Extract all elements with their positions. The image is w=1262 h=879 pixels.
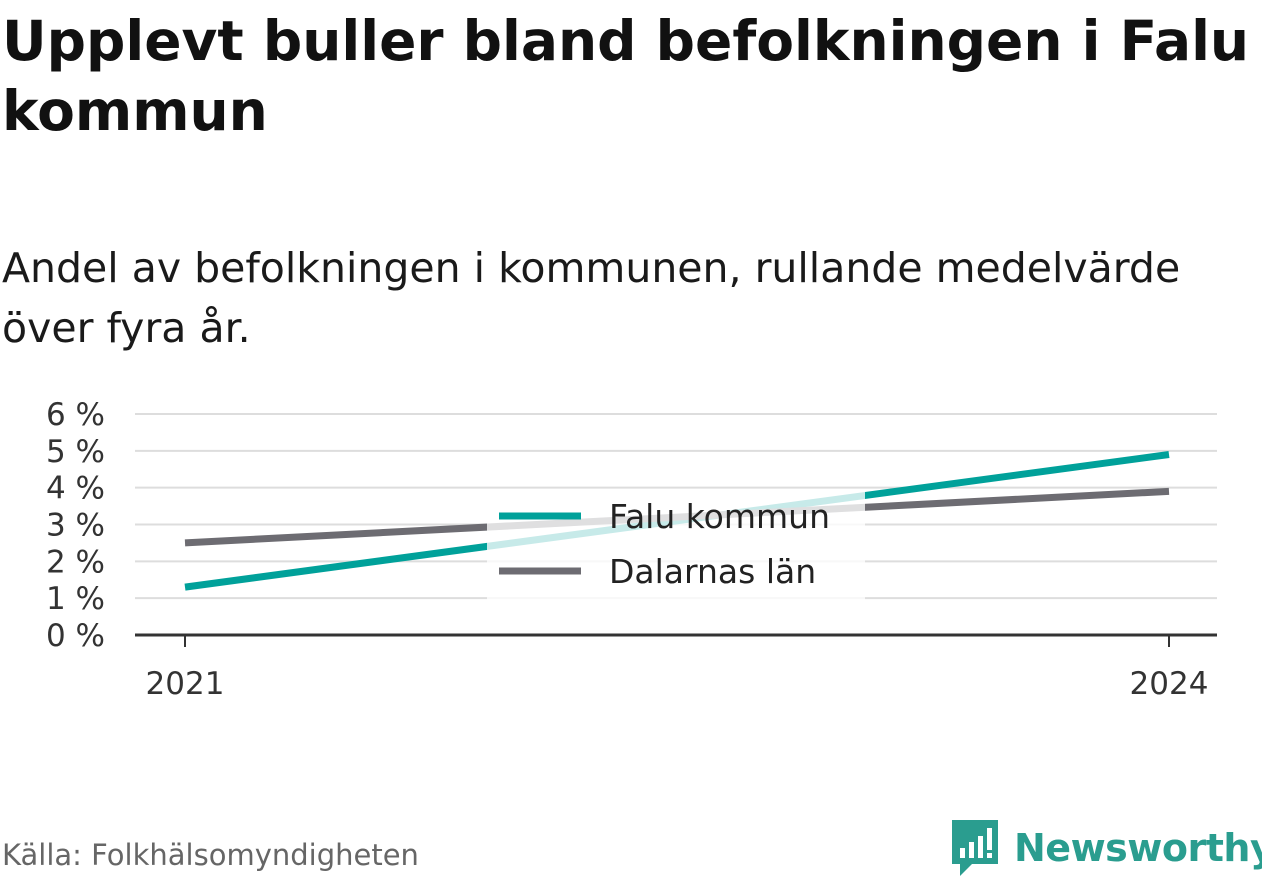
x-tick-label: 2021 [146,666,225,702]
line-chart: 0 %1 %2 %3 %4 %5 %6 % 2021 2024 Falu kommun… [46,397,1217,702]
y-tick-label: 4 % [46,471,105,507]
chart-title: Upplevt buller bland befolkningen i Falu… [2,9,1250,143]
y-tick-label: 6 % [46,397,105,433]
brand-logo: Newsworthy [950,818,1262,878]
y-tick-label: 5 % [46,434,105,470]
legend-label: Falu kommun [609,497,830,536]
y-tick-label: 3 % [46,508,105,544]
brand-name: Newsworthy [1014,826,1262,870]
source-note: Källa: Folkhälsomyndigheten [2,838,419,872]
newsworthy-logo-icon [952,820,998,876]
legend-box [487,490,865,600]
chart-subtitle: Andel av befolkningen i kommunen, rullan… [2,244,1181,352]
legend-label: Dalarnas län [609,552,816,591]
y-tick-label: 1 % [46,581,105,617]
x-tick-label: 2024 [1130,666,1209,702]
y-tick-label: 2 % [46,544,105,580]
y-tick-label: 0 % [46,618,105,654]
